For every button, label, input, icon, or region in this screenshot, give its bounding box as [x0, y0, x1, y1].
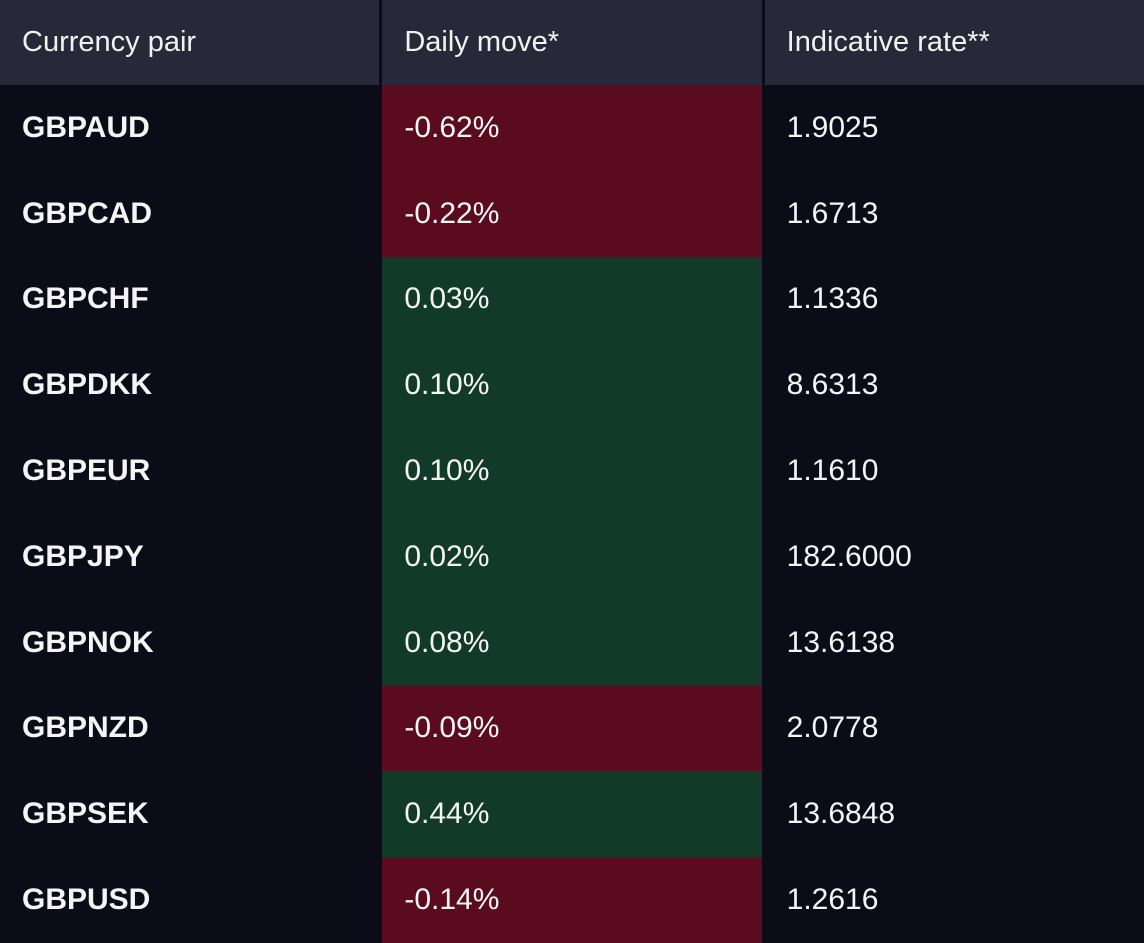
currency-pair-cell: GBPNZD	[22, 711, 149, 745]
indicative-rate-cell: 2.0778	[786, 711, 879, 745]
daily-move-cell: -0.09%	[382, 685, 762, 772]
daily-move-cell: -0.62%	[382, 85, 762, 171]
table-row: GBPDKK 0.10% 8.6313	[0, 342, 1144, 429]
table-row: GBPUSD -0.14% 1.2616	[0, 857, 1144, 943]
indicative-rate-cell: 1.1336	[786, 282, 879, 316]
daily-move-cell: 0.03%	[382, 256, 762, 343]
table-row: GBPEUR 0.10% 1.1610	[0, 428, 1144, 514]
currency-pair-cell: GBPNOK	[22, 625, 154, 659]
currency-pair-cell: GBPAUD	[22, 110, 150, 144]
table-header-row: Currency pair Daily move* Indicative rat…	[0, 0, 1144, 85]
table-row: GBPSEK 0.44% 13.6848	[0, 771, 1144, 858]
indicative-rate-cell: 1.1610	[786, 454, 879, 488]
column-header-daily-move: Daily move*	[382, 0, 762, 85]
table-row: GBPCAD -0.22% 1.6713	[0, 170, 1144, 257]
currency-pair-cell: GBPJPY	[22, 539, 144, 573]
column-header-currency-pair: Currency pair	[0, 0, 380, 85]
indicative-rate-cell: 1.6713	[786, 196, 879, 230]
daily-move-cell: -0.22%	[382, 170, 762, 257]
table-row: GBPAUD -0.62% 1.9025	[0, 85, 1144, 171]
indicative-rate-cell: 182.6000	[786, 539, 912, 573]
daily-move-cell: 0.10%	[382, 428, 762, 514]
indicative-rate-cell: 1.2616	[786, 883, 879, 917]
currency-pair-cell: GBPDKK	[22, 368, 153, 402]
indicative-rate-cell: 13.6848	[786, 797, 896, 831]
daily-move-cell: 0.08%	[382, 599, 762, 686]
indicative-rate-cell: 13.6138	[786, 625, 896, 659]
column-header-indicative-rate: Indicative rate**	[764, 0, 1144, 85]
table-body: GBPAUD -0.62% 1.9025 GBPCAD -0.22% 1.671…	[0, 85, 1144, 943]
currency-pair-cell: GBPEUR	[22, 454, 151, 488]
table-row: GBPJPY 0.02% 182.6000	[0, 513, 1144, 600]
table-row: GBPNZD -0.09% 2.0778	[0, 685, 1144, 772]
currency-pair-cell: GBPSEK	[22, 797, 149, 831]
indicative-rate-cell: 1.9025	[786, 110, 879, 144]
currency-pair-cell: GBPCAD	[22, 196, 153, 230]
table-row: GBPNOK 0.08% 13.6138	[0, 599, 1144, 686]
daily-move-cell: 0.02%	[382, 513, 762, 600]
daily-move-cell: -0.14%	[382, 857, 762, 943]
daily-move-cell: 0.10%	[382, 342, 762, 429]
currency-pair-cell: GBPUSD	[22, 883, 151, 917]
daily-move-cell: 0.44%	[382, 771, 762, 858]
indicative-rate-cell: 8.6313	[786, 368, 879, 402]
currency-pair-cell: GBPCHF	[22, 282, 149, 316]
table-row: GBPCHF 0.03% 1.1336	[0, 256, 1144, 343]
